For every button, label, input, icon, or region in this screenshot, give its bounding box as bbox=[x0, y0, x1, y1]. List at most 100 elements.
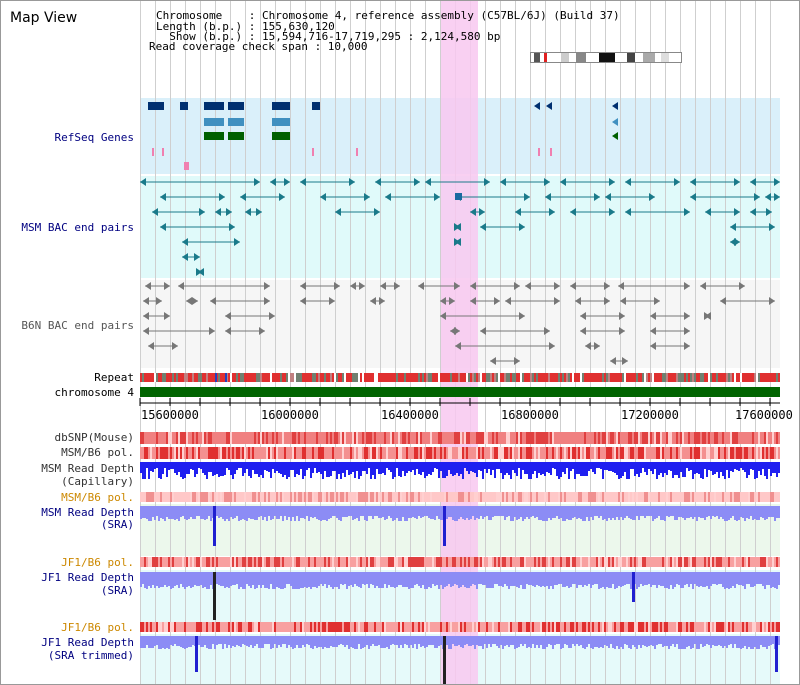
polymorphism-heat-cell bbox=[690, 557, 692, 567]
polymorphism-heat-cell bbox=[716, 622, 718, 632]
polymorphism-heat-cell bbox=[268, 432, 270, 444]
read-depth-bar bbox=[166, 506, 168, 517]
polymorphism-heat-cell bbox=[674, 557, 676, 567]
polymorphism-heat-cell bbox=[484, 622, 486, 632]
read-depth-bar bbox=[470, 636, 472, 646]
polymorphism-heat-cell bbox=[402, 622, 404, 632]
read-depth-bar bbox=[448, 572, 450, 584]
polymorphism-heat-cell bbox=[380, 447, 382, 459]
read-depth-bar bbox=[386, 636, 388, 647]
polymorphism-heat-cell bbox=[606, 622, 608, 632]
read-depth-bar bbox=[598, 462, 600, 468]
repeat-segment bbox=[182, 373, 184, 382]
repeat-segment bbox=[714, 373, 716, 382]
polymorphism-heat-cell bbox=[752, 447, 754, 459]
read-depth-bar bbox=[576, 506, 578, 519]
polymorphism-heat-cell bbox=[564, 432, 566, 444]
polymorphism-heat-cell bbox=[696, 432, 698, 444]
polymorphism-heat-cell bbox=[280, 447, 282, 459]
polymorphism-heat-cell bbox=[636, 492, 638, 502]
chromosome-ideogram[interactable] bbox=[530, 52, 682, 63]
read-depth-bar bbox=[498, 636, 500, 648]
polymorphism-heat-cell bbox=[422, 432, 424, 444]
polymorphism-heat-cell bbox=[182, 557, 184, 567]
polymorphism-heat-cell bbox=[778, 492, 780, 502]
polymorphism-heat-cell bbox=[538, 447, 540, 459]
polymorphism-heat-cell bbox=[392, 622, 394, 632]
read-depth-bar bbox=[192, 506, 194, 519]
msm-bac-end bbox=[549, 208, 555, 216]
header-coverage-span: Read coverage check span : 10,000 bbox=[149, 40, 368, 53]
polymorphism-heat-cell bbox=[412, 432, 414, 444]
polymorphism-heat-cell bbox=[492, 622, 494, 632]
read-depth-bar bbox=[466, 636, 468, 644]
read-depth-bar bbox=[608, 636, 610, 648]
polymorphism-heat-cell bbox=[180, 492, 182, 502]
read-depth-bar bbox=[496, 506, 498, 516]
polymorphism-heat-cell bbox=[702, 557, 704, 567]
read-depth-bar bbox=[576, 636, 578, 644]
read-depth-bar bbox=[632, 506, 634, 520]
read-depth-bar bbox=[586, 506, 588, 517]
polymorphism-heat-cell bbox=[552, 557, 554, 567]
polymorphism-heat-cell bbox=[510, 432, 512, 444]
polymorphism-heat-cell bbox=[524, 432, 526, 444]
read-depth-bar bbox=[148, 506, 150, 521]
polymorphism-heat-cell bbox=[772, 557, 774, 567]
read-depth-bar bbox=[654, 506, 656, 519]
refseq-gene bbox=[272, 132, 290, 140]
read-depth-bar bbox=[606, 462, 608, 470]
read-depth-bar bbox=[202, 572, 204, 588]
repeat-segment bbox=[538, 373, 540, 382]
read-depth-bar bbox=[692, 506, 694, 519]
polymorphism-heat-cell bbox=[734, 492, 736, 502]
read-depth-bar bbox=[530, 506, 532, 517]
track-label-msm-bac[interactable]: MSM BAC end pairs bbox=[21, 221, 134, 234]
polymorphism-heat-cell bbox=[424, 492, 426, 502]
polymorphism-heat-cell bbox=[410, 447, 412, 459]
polymorphism-heat-cell bbox=[678, 432, 680, 444]
repeat-segment bbox=[482, 373, 484, 382]
read-depth-bar bbox=[238, 636, 240, 646]
grid-line bbox=[260, 0, 261, 685]
polymorphism-heat-cell bbox=[532, 447, 534, 459]
polymorphism-heat-cell bbox=[328, 557, 330, 567]
track-label-refseq[interactable]: RefSeq Genes bbox=[54, 131, 134, 144]
polymorphism-heat-cell bbox=[438, 432, 440, 444]
read-depth-bar bbox=[198, 506, 200, 516]
polymorphism-heat-cell bbox=[496, 622, 498, 632]
read-depth-bar bbox=[652, 462, 654, 474]
read-depth-bar bbox=[742, 506, 744, 518]
polymorphism-heat-cell bbox=[732, 492, 734, 502]
read-depth-bar bbox=[554, 572, 556, 585]
polymorphism-heat-cell bbox=[564, 622, 566, 632]
polymorphism-heat-cell bbox=[372, 622, 374, 632]
polymorphism-heat-cell bbox=[560, 492, 562, 502]
repeat-segment bbox=[298, 373, 300, 382]
polymorphism-heat-cell bbox=[300, 432, 302, 444]
polymorphism-heat-cell bbox=[208, 492, 210, 502]
repeat-segment bbox=[552, 373, 554, 382]
polymorphism-heat-cell bbox=[672, 622, 674, 632]
selection-highlight[interactable] bbox=[441, 0, 478, 685]
polymorphism-heat-cell bbox=[250, 432, 252, 444]
polymorphism-heat-cell bbox=[712, 432, 714, 444]
b6n-bac-end bbox=[544, 327, 550, 335]
repeat-segment bbox=[362, 373, 364, 382]
polymorphism-heat-cell bbox=[722, 447, 724, 459]
read-depth-bar bbox=[724, 462, 726, 479]
track-label-b6n-bac[interactable]: B6N BAC end pairs bbox=[21, 319, 134, 332]
repeat-segment bbox=[596, 373, 598, 382]
repeat-segment bbox=[330, 373, 332, 382]
track-label-jf1-depth-sra-sub: (SRA) bbox=[100, 584, 134, 597]
polymorphism-heat-cell bbox=[226, 447, 228, 459]
read-depth-bar bbox=[170, 636, 172, 645]
b6n-bac-end bbox=[684, 282, 690, 290]
read-depth-bar bbox=[436, 506, 438, 516]
msm-bac-end bbox=[160, 193, 166, 201]
polymorphism-heat-cell bbox=[162, 622, 164, 632]
polymorphism-heat-cell bbox=[698, 492, 700, 502]
polymorphism-heat-cell bbox=[158, 447, 160, 459]
polymorphism-heat-cell bbox=[740, 432, 742, 444]
